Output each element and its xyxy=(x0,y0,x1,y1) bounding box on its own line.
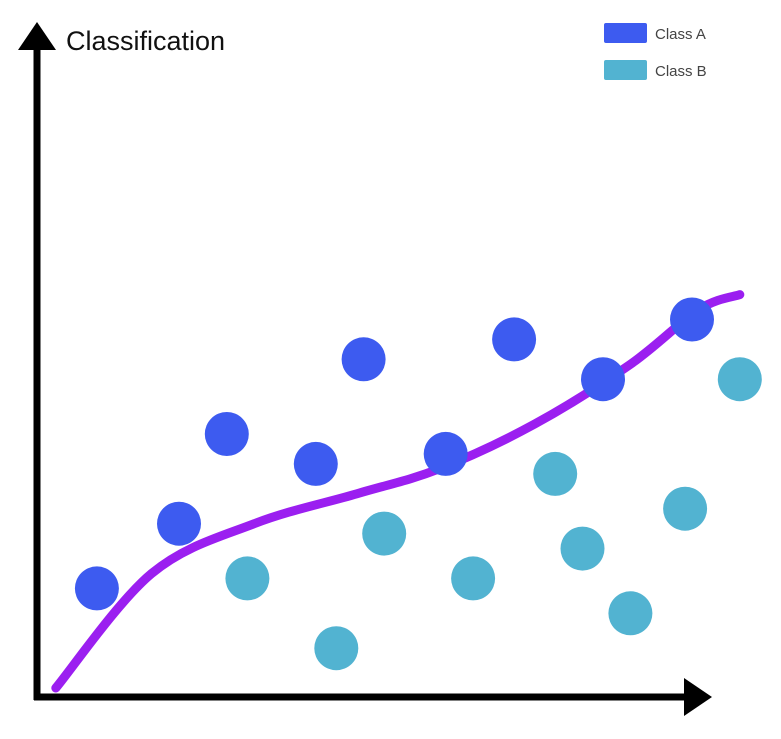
data-point-class-a-3 xyxy=(204,412,249,456)
data-point-class-b-9 xyxy=(717,357,762,402)
data-point-class-a-7 xyxy=(492,317,537,362)
data-point-class-b-4 xyxy=(451,556,496,601)
data-point-class-a-8 xyxy=(581,357,625,402)
data-point-class-a-2 xyxy=(157,501,201,546)
chart-title: Classification xyxy=(66,26,225,56)
data-point-class-b-5 xyxy=(533,451,578,496)
legend-swatch-class-b xyxy=(604,60,647,80)
y-axis-arrow xyxy=(18,22,56,50)
data-point-class-b-8 xyxy=(663,486,708,531)
legend-label-class-b: Class B xyxy=(655,63,707,80)
legend-swatch-class-a xyxy=(604,23,647,43)
data-point-class-a-9 xyxy=(670,297,714,342)
data-point-class-a-6 xyxy=(423,431,468,476)
data-point-class-b-6 xyxy=(560,526,605,571)
data-point-class-b-2 xyxy=(314,626,359,671)
plot-points xyxy=(51,290,762,693)
decision-boundary-line xyxy=(51,290,745,693)
data-point-class-b-7 xyxy=(608,591,653,636)
legend-label-class-a: Class A xyxy=(655,26,706,43)
data-point-class-a-1 xyxy=(74,566,119,611)
data-point-class-b-3 xyxy=(362,511,407,556)
data-point-class-b-1 xyxy=(225,556,270,601)
legend: Class A Class B xyxy=(604,23,707,80)
data-point-class-a-5 xyxy=(341,337,386,382)
data-point-class-a-4 xyxy=(293,441,338,486)
x-axis-arrow xyxy=(684,678,712,716)
